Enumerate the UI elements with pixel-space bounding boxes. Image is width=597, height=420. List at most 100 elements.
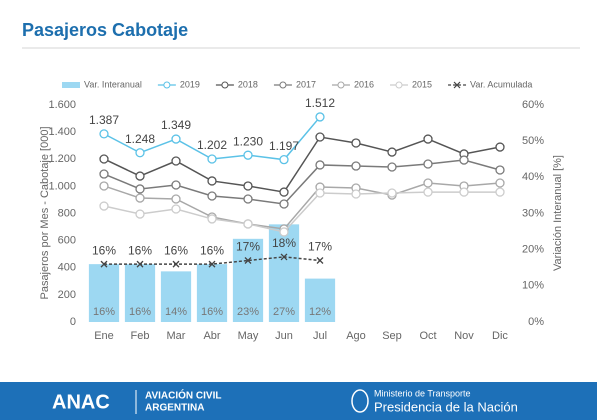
point xyxy=(279,155,289,165)
point xyxy=(99,129,109,139)
point xyxy=(423,134,433,144)
point xyxy=(207,154,217,164)
legend-marker xyxy=(221,81,229,89)
x-tick-label: Jul xyxy=(313,330,327,342)
y2-tick-label: 40% xyxy=(522,171,544,183)
point-label: 1.248 xyxy=(125,132,155,146)
y2-tick-label: 10% xyxy=(522,280,544,292)
x-tick-label: Sep xyxy=(382,330,402,342)
emblem xyxy=(351,389,369,413)
legend-label: 2015 xyxy=(412,79,432,89)
point xyxy=(495,178,505,188)
point xyxy=(243,194,253,204)
legend-label: 2018 xyxy=(238,79,258,89)
point xyxy=(459,155,469,165)
point xyxy=(315,132,325,142)
point xyxy=(387,147,397,157)
point xyxy=(423,178,433,188)
bar xyxy=(268,224,300,322)
footer-org: AVIACIÓN CIVIL xyxy=(145,389,221,402)
point xyxy=(244,257,252,264)
point xyxy=(316,257,324,264)
bar-label: 16% xyxy=(201,306,223,318)
point-label: 18% xyxy=(272,236,296,250)
y2-axis-label: Variación Interanual [%] xyxy=(552,155,564,271)
y-tick-label: 200 xyxy=(58,289,76,301)
y-tick-label: 800 xyxy=(58,207,76,219)
point xyxy=(171,194,181,204)
x-tick-label: Feb xyxy=(131,330,150,342)
y-tick-label: 1.600 xyxy=(48,99,76,111)
y2-tick-label: 20% xyxy=(522,244,544,256)
footer-ministry: Ministerio de Transporte xyxy=(374,388,471,398)
point xyxy=(99,169,109,179)
point xyxy=(207,176,217,186)
point-label: 16% xyxy=(200,243,224,257)
point xyxy=(351,161,361,171)
point-label: 1.349 xyxy=(161,118,191,132)
line xyxy=(103,136,501,193)
point xyxy=(495,165,505,175)
y-tick-label: 1.400 xyxy=(48,126,76,138)
x-tick-label: Jun xyxy=(275,330,293,342)
point xyxy=(243,181,253,191)
bar xyxy=(196,264,228,322)
point xyxy=(351,138,361,148)
y-tick-label: 600 xyxy=(58,235,76,247)
point-label: 1.197 xyxy=(269,139,299,153)
point xyxy=(171,180,181,190)
point xyxy=(243,150,253,160)
footer-band xyxy=(0,382,597,420)
point xyxy=(279,187,289,197)
line xyxy=(103,191,500,233)
x-tick-label: Mar xyxy=(167,330,186,342)
point xyxy=(459,187,469,197)
bar-label: 12% xyxy=(309,306,331,318)
point-label: 1.230 xyxy=(233,134,263,148)
point xyxy=(99,181,109,191)
legend-marker xyxy=(337,81,345,89)
point xyxy=(351,189,361,199)
point xyxy=(387,162,397,172)
point xyxy=(495,187,505,197)
y2-tick-label: 50% xyxy=(522,135,544,147)
point xyxy=(171,134,181,144)
y-tick-label: 1.000 xyxy=(48,180,76,192)
point xyxy=(135,148,145,158)
point-label: 17% xyxy=(236,240,260,254)
x-tick-label: Oct xyxy=(419,330,436,342)
point xyxy=(135,171,145,181)
y-tick-label: 1.200 xyxy=(48,153,76,165)
point-label: 1.202 xyxy=(197,138,227,152)
bar xyxy=(304,278,336,322)
legend-label: Var. Interanual xyxy=(84,79,142,89)
x-tick-label: Dic xyxy=(492,330,508,342)
footer-org: ARGENTINA xyxy=(145,403,204,414)
footer-brand: ANAC xyxy=(52,391,110,413)
point xyxy=(136,260,144,268)
point xyxy=(243,219,253,229)
x-tick-label: Abr xyxy=(203,330,220,342)
chart-title: Pasajeros Cabotaje xyxy=(22,20,188,40)
x-tick-label: May xyxy=(238,330,259,342)
bar xyxy=(232,238,264,322)
point xyxy=(135,209,145,219)
y2-tick-label: 60% xyxy=(522,99,544,111)
point-label: 1.512 xyxy=(305,96,335,110)
y-tick-label: 0 xyxy=(70,316,76,328)
point xyxy=(207,214,217,224)
legend-label: Var. Acumulada xyxy=(470,79,532,89)
bar xyxy=(124,264,156,322)
legend-label: 2017 xyxy=(296,79,316,89)
bar xyxy=(88,264,120,322)
point xyxy=(208,260,216,268)
line xyxy=(103,182,501,230)
point-label: 17% xyxy=(308,240,332,254)
legend-swatch xyxy=(62,82,80,88)
point xyxy=(315,112,325,122)
point xyxy=(172,260,180,268)
legend-marker xyxy=(279,81,287,89)
point-label: 16% xyxy=(92,243,116,257)
point xyxy=(495,142,505,152)
